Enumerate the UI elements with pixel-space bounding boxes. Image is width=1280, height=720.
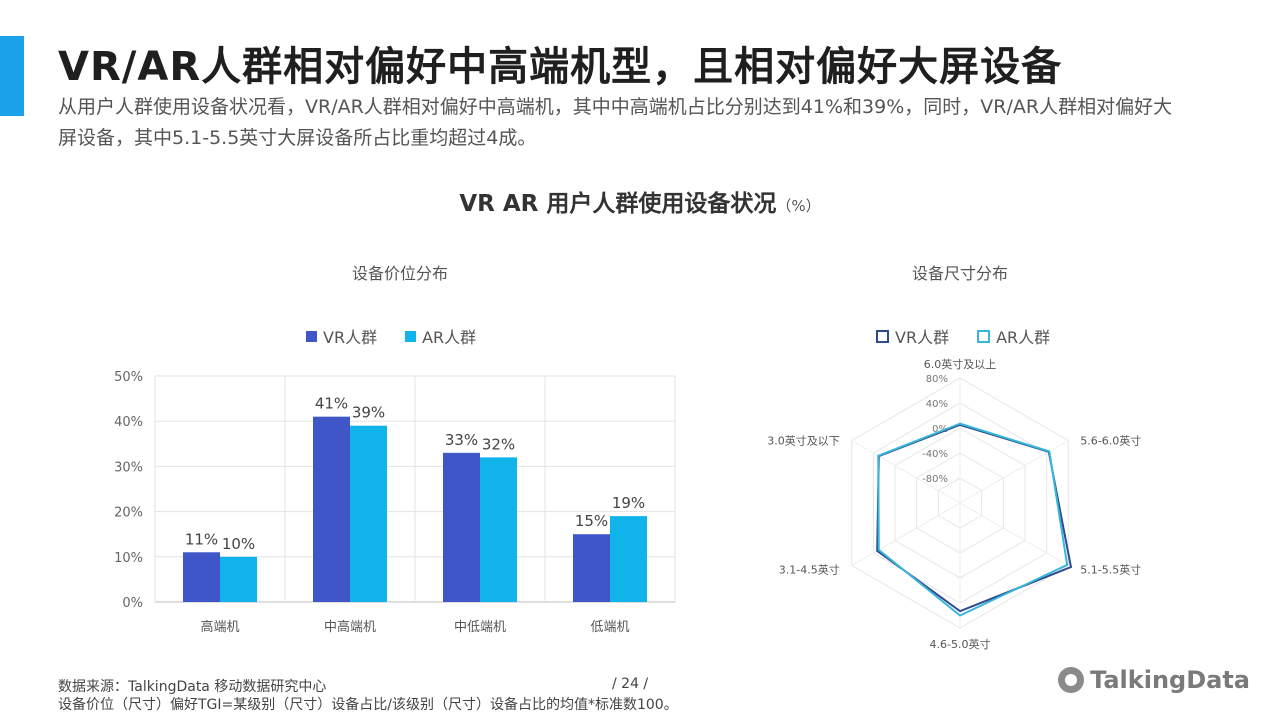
radar-chart: 80% 40% 0% -40% -80% 6.0英寸及以上 5.6-6.0英寸 5.1-5.5… (767, 357, 1141, 650)
bar (313, 416, 350, 602)
radar-legend-label-ar: AR人群 (996, 328, 1051, 347)
main-chart-title: VR AR 用户人群使用设备状况（%） (0, 184, 1280, 218)
y-tick-label: 0% (122, 596, 143, 611)
y-tick-label: 50% (114, 370, 143, 385)
radar-category-label: 3.1-4.5英寸 (779, 563, 840, 577)
radar-category-label: 4.6-5.0英寸 (930, 637, 991, 650)
bar (573, 534, 610, 602)
radar-legend-label-vr: VR人群 (895, 328, 950, 347)
page-title: VR/AR人群相对偏好中高端机型，且相对偏好大屏设备 (58, 44, 1063, 90)
radar-legend-item-ar: AR人群 (977, 324, 1050, 348)
x-tick-label: 高端机 (200, 619, 239, 635)
legend-item-vr: VR人群 (306, 324, 377, 348)
radar-chart-legend: VR人群 AR人群 (876, 324, 1050, 348)
footer-note: 设备价位（尺寸）偏好TGI=某级别（尺寸）设备占比/该级别（尺寸）设备占比的均值… (58, 697, 678, 713)
radar-tick-label: 0% (932, 424, 948, 435)
radar-spoke (851, 502, 961, 566)
radar-category-label: 3.0英寸及以下 (767, 434, 840, 448)
radar-series-vr (876, 423, 1073, 613)
data-label: 32% (482, 435, 515, 453)
radar-tick-label: 80% (926, 374, 948, 385)
radar-tick-label: -80% (922, 474, 948, 485)
page-number: / 24 / (612, 676, 649, 692)
bar (183, 552, 220, 602)
x-tick-label: 中高端机 (324, 619, 376, 635)
y-tick-label: 40% (114, 415, 143, 430)
main-chart-unit: （%） (776, 197, 821, 215)
radar-tick-label: -40% (922, 449, 948, 460)
data-label: 41% (315, 395, 348, 413)
bar-chart-title: 设备价位分布 (351, 264, 448, 283)
footer-source: 数据来源：TalkingData 移动数据研究中心 (58, 679, 327, 695)
legend-swatch-vr (306, 330, 317, 342)
accent-bar (0, 36, 24, 116)
bar (610, 516, 647, 602)
radar-legend-item-vr: VR人群 (876, 324, 949, 348)
bar-chart-legend: VR人群 AR人群 (306, 324, 476, 348)
radar-legend-swatch-ar (977, 329, 991, 343)
radar-spoke (959, 502, 1069, 566)
data-label: 33% (445, 431, 478, 449)
data-label: 10% (222, 535, 255, 553)
bar (220, 556, 257, 602)
talkingdata-logo: TalkingData (1058, 666, 1250, 694)
x-tick-label: 中低端机 (454, 620, 506, 635)
main-chart-title-text: VR AR 用户人群使用设备状况 (459, 191, 777, 217)
y-tick-label: 10% (114, 551, 143, 566)
data-label: 15% (575, 512, 608, 530)
logo-icon (1058, 667, 1085, 693)
radar-series-ar (877, 422, 1069, 617)
bar (350, 425, 387, 602)
data-label: 11% (185, 530, 218, 548)
radar-legend-swatch-vr (876, 329, 889, 343)
page-subtitle: 从用户人群使用设备状况看，VR/AR人群相对偏好中高端机，其中中高端机占比分别达… (58, 96, 1173, 149)
x-tick-label: 低端机 (590, 620, 629, 635)
logo-text: TalkingData (1090, 666, 1250, 694)
y-tick-label: 30% (114, 460, 143, 475)
legend-swatch-ar (405, 330, 417, 342)
bar (443, 452, 480, 602)
bar (480, 457, 517, 602)
radar-category-label: 5.6-6.0英寸 (1080, 434, 1141, 448)
radar-chart-title: 设备尺寸分布 (911, 264, 1008, 283)
legend-item-ar: AR人群 (405, 324, 476, 348)
y-tick-label: 20% (114, 506, 143, 521)
radar-spoke (851, 440, 961, 504)
legend-label-vr: VR人群 (323, 328, 378, 347)
data-label: 39% (352, 404, 385, 422)
radar-tick-label: 40% (926, 399, 948, 410)
radar-category-label: 5.1-5.5英寸 (1080, 563, 1141, 577)
data-label: 19% (612, 494, 645, 512)
legend-label-ar: AR人群 (422, 328, 477, 347)
radar-category-label: 6.0英寸及以上 (924, 357, 997, 371)
